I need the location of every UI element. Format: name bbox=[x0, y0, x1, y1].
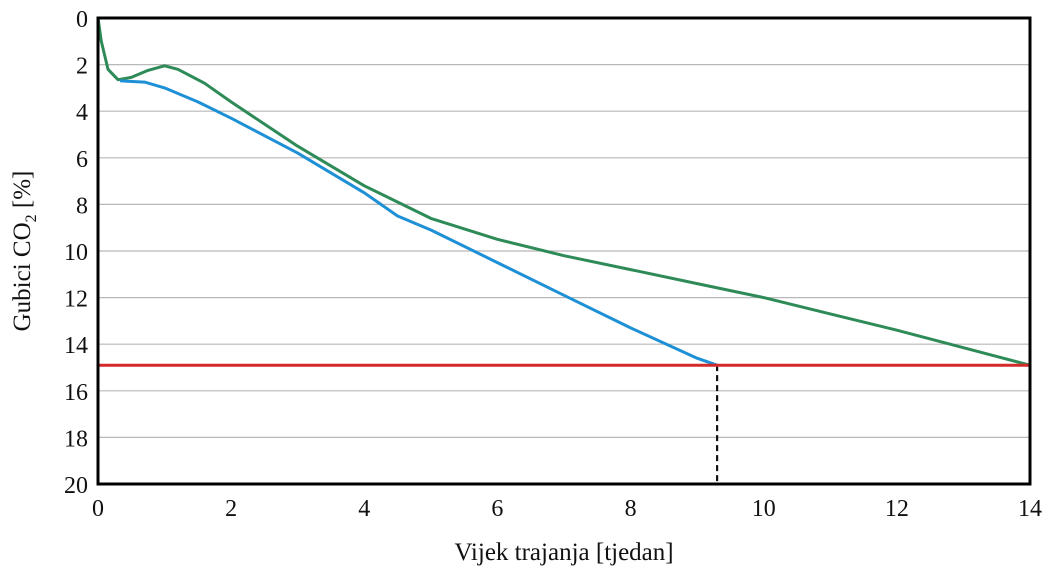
x-tick-label: 4 bbox=[358, 496, 370, 522]
y-tick-label: 10 bbox=[64, 240, 88, 266]
plot-frame bbox=[96, 16, 1032, 486]
x-tick-label: 8 bbox=[625, 496, 637, 522]
y-tick-label: 2 bbox=[76, 54, 88, 80]
y-tick-label: 4 bbox=[76, 100, 88, 126]
y-tick-label: 14 bbox=[64, 333, 88, 359]
y-tick-label: 8 bbox=[76, 193, 88, 219]
y-axis-title-unit: [%] bbox=[9, 171, 36, 215]
x-tick-label: 10 bbox=[752, 496, 776, 522]
y-axis-title-subscript: 2 bbox=[23, 214, 40, 222]
series-lines bbox=[96, 16, 1032, 367]
x-tick-label: 6 bbox=[491, 496, 503, 522]
y-tick-label: 0 bbox=[76, 7, 88, 33]
y-tick-label: 20 bbox=[64, 473, 88, 499]
gridlines bbox=[98, 17, 1030, 485]
y-tick-label: 16 bbox=[64, 380, 88, 406]
series-line-1 bbox=[119, 79, 719, 367]
x-axis-title: Vijek trajanja [tjedan] bbox=[454, 539, 673, 566]
y-tick-label: 12 bbox=[64, 287, 88, 313]
y-tick-label: 18 bbox=[64, 426, 88, 452]
y-tick-label: 6 bbox=[76, 147, 88, 173]
y-axis-title: Gubici CO2 [%] bbox=[9, 171, 40, 332]
x-tick-label: 12 bbox=[885, 496, 909, 522]
x-tick-labels: 0 2 4 6 8 10 12 14 bbox=[92, 496, 1042, 522]
reference-lines bbox=[716, 365, 1032, 484]
y-axis-title-main: Gubici CO bbox=[9, 222, 36, 331]
x-tick-label: 2 bbox=[225, 496, 237, 522]
series-line-0 bbox=[96, 16, 1032, 367]
y-tick-labels: 0 2 4 6 8 10 12 14 16 18 20 bbox=[64, 7, 88, 499]
x-tick-label: 14 bbox=[1018, 496, 1042, 522]
x-tick-label: 0 bbox=[92, 496, 104, 522]
